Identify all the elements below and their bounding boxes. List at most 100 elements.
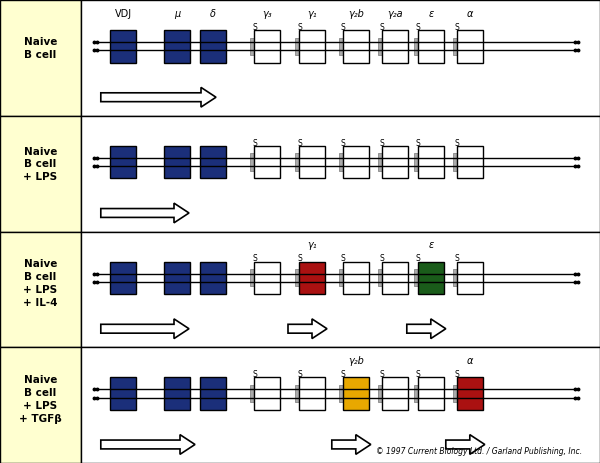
Bar <box>200 146 226 178</box>
Bar <box>414 153 422 171</box>
Bar <box>81 347 600 463</box>
Text: μ: μ <box>174 8 180 19</box>
Bar <box>414 385 422 402</box>
Bar <box>254 262 280 294</box>
Bar <box>81 232 600 347</box>
Text: S: S <box>455 254 460 263</box>
Text: Naive
B cell: Naive B cell <box>24 37 57 60</box>
Bar <box>414 38 422 55</box>
Bar <box>250 38 259 55</box>
Text: δ: δ <box>210 8 216 19</box>
Text: ε: ε <box>428 240 433 250</box>
Bar <box>453 153 461 171</box>
Text: S: S <box>252 370 257 379</box>
Bar <box>457 30 483 63</box>
Bar <box>200 377 226 410</box>
Text: S: S <box>380 254 385 263</box>
Text: α: α <box>467 8 473 19</box>
Text: ε: ε <box>428 8 433 19</box>
Text: γ₂b: γ₂b <box>348 8 364 19</box>
FancyArrow shape <box>407 319 446 338</box>
Bar <box>200 262 226 294</box>
Bar <box>0 116 81 232</box>
Bar <box>339 269 347 287</box>
Bar <box>250 269 259 287</box>
Bar <box>382 146 408 178</box>
Bar <box>453 385 461 402</box>
Text: Naive
B cell
+ LPS
+ TGFβ: Naive B cell + LPS + TGFβ <box>19 375 62 424</box>
Bar <box>164 262 190 294</box>
Bar <box>299 146 325 178</box>
Bar <box>250 385 259 402</box>
Text: Naive
B cell
+ LPS: Naive B cell + LPS <box>23 147 58 182</box>
Text: γ₃: γ₃ <box>262 8 272 19</box>
Bar <box>343 146 369 178</box>
Bar <box>299 377 325 410</box>
Bar <box>418 377 444 410</box>
Bar <box>382 262 408 294</box>
Bar <box>418 146 444 178</box>
Text: S: S <box>341 23 346 32</box>
Text: γ₁: γ₁ <box>307 240 317 250</box>
Bar <box>295 269 304 287</box>
Bar <box>418 262 444 294</box>
Text: S: S <box>297 138 302 148</box>
Bar <box>457 262 483 294</box>
Text: S: S <box>416 23 421 32</box>
Bar <box>343 30 369 63</box>
Bar <box>110 377 136 410</box>
Bar <box>110 30 136 63</box>
Text: γ₁: γ₁ <box>307 8 317 19</box>
Bar <box>343 377 369 410</box>
Bar <box>453 38 461 55</box>
Bar <box>378 269 386 287</box>
Bar <box>254 146 280 178</box>
Bar <box>382 377 408 410</box>
Text: S: S <box>416 138 421 148</box>
Text: S: S <box>341 254 346 263</box>
Bar <box>453 269 461 287</box>
Bar <box>295 38 304 55</box>
Bar <box>339 153 347 171</box>
Bar <box>250 153 259 171</box>
Text: S: S <box>341 370 346 379</box>
Text: S: S <box>380 23 385 32</box>
Bar <box>378 38 386 55</box>
Bar <box>339 38 347 55</box>
Text: S: S <box>380 370 385 379</box>
FancyArrow shape <box>101 88 216 107</box>
Bar <box>164 30 190 63</box>
Text: VDJ: VDJ <box>115 8 131 19</box>
Bar <box>110 146 136 178</box>
FancyArrow shape <box>101 319 189 338</box>
Text: S: S <box>297 370 302 379</box>
FancyArrow shape <box>101 435 195 454</box>
Bar <box>339 385 347 402</box>
FancyArrow shape <box>288 319 327 338</box>
Bar <box>382 30 408 63</box>
Text: S: S <box>380 138 385 148</box>
Bar <box>110 262 136 294</box>
Bar <box>200 30 226 63</box>
Bar <box>0 347 81 463</box>
Text: S: S <box>297 254 302 263</box>
Bar <box>457 377 483 410</box>
Bar <box>299 30 325 63</box>
Bar <box>81 116 600 232</box>
Bar <box>378 153 386 171</box>
Text: γ₂a: γ₂a <box>387 8 403 19</box>
Bar <box>299 262 325 294</box>
Text: © 1997 Current Biology Ltd. / Garland Publishing, Inc.: © 1997 Current Biology Ltd. / Garland Pu… <box>376 447 582 456</box>
Bar <box>418 30 444 63</box>
Text: S: S <box>341 138 346 148</box>
FancyArrow shape <box>446 435 485 454</box>
Bar <box>457 146 483 178</box>
Text: S: S <box>252 23 257 32</box>
Bar <box>343 262 369 294</box>
Bar <box>295 385 304 402</box>
Bar <box>295 153 304 171</box>
Text: Naive
B cell
+ LPS
+ IL-4: Naive B cell + LPS + IL-4 <box>23 259 58 308</box>
Bar <box>81 0 600 116</box>
Bar <box>164 377 190 410</box>
Text: S: S <box>416 254 421 263</box>
